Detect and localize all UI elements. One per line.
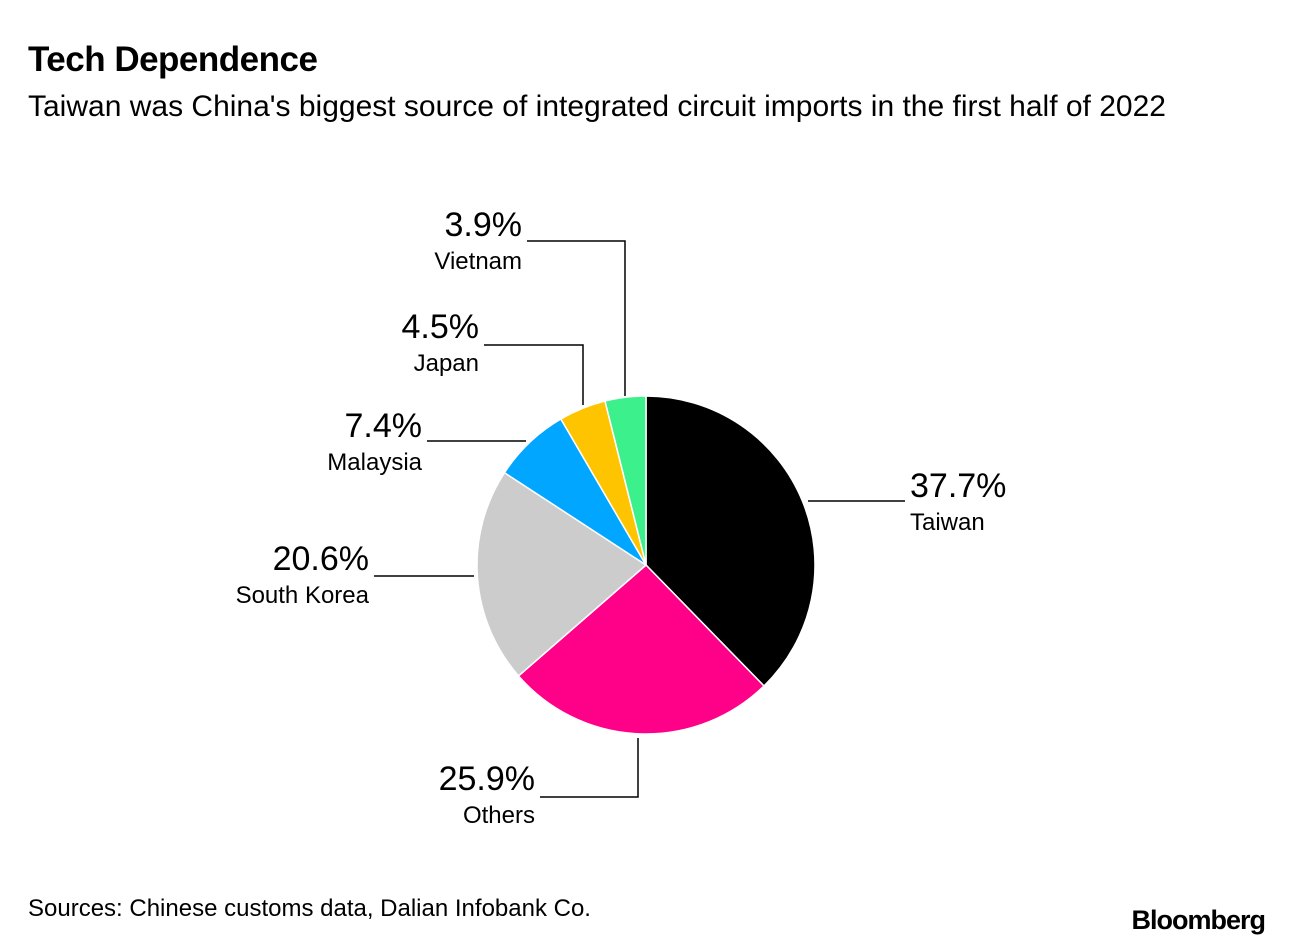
leader-line-others [540, 738, 639, 798]
category-label-others: Others [463, 802, 535, 829]
leader-lines [374, 240, 905, 798]
slice-labels: 37.7% Taiwan 25.9% Others 20.6% South Korea 7.… [236, 206, 1007, 829]
leader-line-japan [484, 344, 584, 405]
category-label-taiwan: Taiwan [910, 509, 985, 536]
source-note: Sources: Chinese customs data, Dalian In… [28, 895, 591, 922]
pie-slice-taiwan [645, 395, 816, 688]
pie-slices [476, 395, 816, 735]
leader-line-vietnam [527, 240, 626, 396]
data-label-others: 25.9% [439, 760, 535, 798]
data-label-japan: 4.5% [402, 308, 480, 346]
data-label-taiwan: 37.7% [910, 467, 1006, 505]
pie-slice-others [517, 563, 766, 735]
data-label-vietnam: 3.9% [445, 206, 523, 244]
data-label-malaysia: 7.4% [345, 407, 423, 445]
pie-slice-south-korea [476, 471, 648, 678]
pie-chart: 37.7% Taiwan 25.9% Others 20.6% South Korea 7.… [236, 206, 1007, 829]
chart-subtitle: Taiwan was China's biggest source of int… [28, 90, 1166, 123]
pie-slice-vietnam [604, 395, 647, 566]
category-label-malaysia: Malaysia [327, 449, 422, 476]
chart-title: Tech Dependence [28, 40, 318, 79]
category-label-japan: Japan [414, 350, 479, 377]
category-label-south-korea: South Korea [236, 582, 370, 609]
bloomberg-logo: Bloomberg [1131, 905, 1266, 935]
data-label-south-korea: 20.6% [273, 540, 369, 578]
category-label-vietnam: Vietnam [434, 248, 522, 275]
